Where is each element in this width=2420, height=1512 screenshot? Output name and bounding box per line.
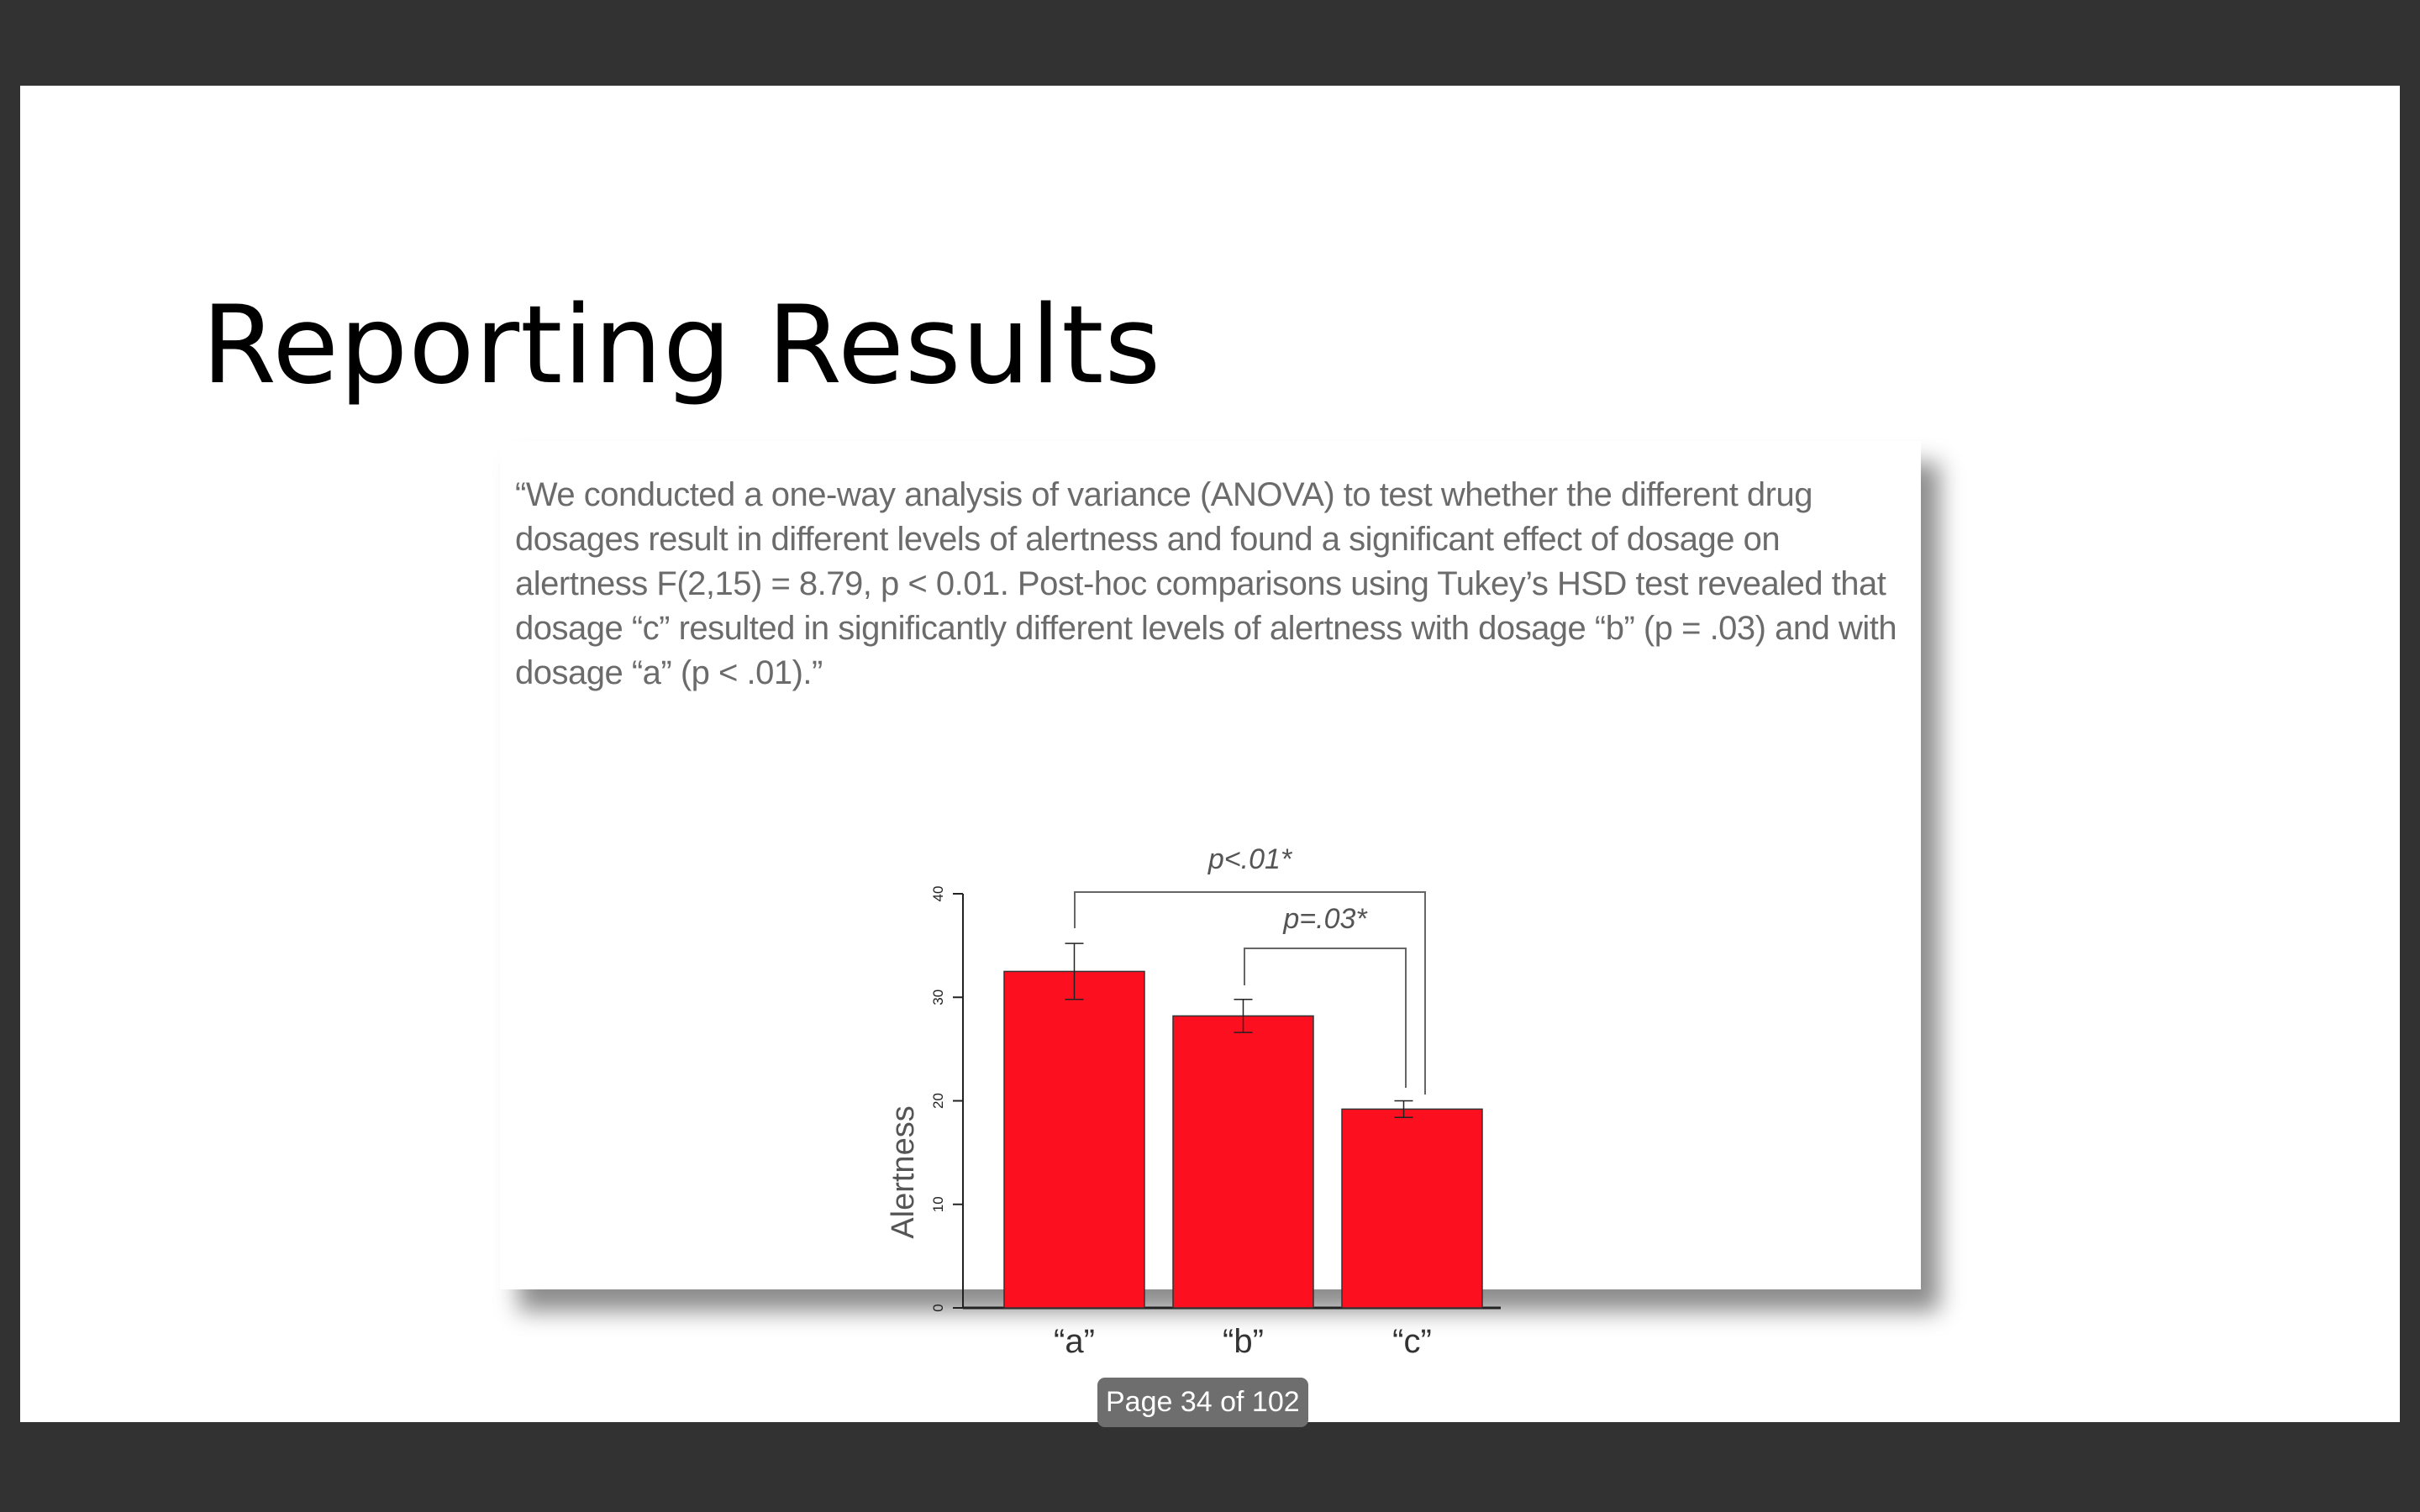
- x-tick-label: “a”: [1054, 1323, 1095, 1360]
- bar-chart: 0 10 20 30 40 “a” “b” “c” p<.01* p=.03* Alertne…: [886, 843, 1501, 1360]
- slide-page: Reporting Results “We conducted a one-wa…: [20, 86, 2400, 1422]
- significance-label: p=.03*: [1282, 903, 1368, 935]
- y-axis-label: Alertness: [886, 1105, 921, 1238]
- significance-bracket: [1074, 891, 1426, 1095]
- significance-label: p<.01*: [1207, 843, 1293, 875]
- y-tick-label: 20: [930, 1093, 946, 1109]
- y-tick-label: 10: [930, 1196, 946, 1212]
- y-tick-label: 0: [930, 1304, 946, 1311]
- bar: [1172, 1015, 1314, 1309]
- y-tick-label: 40: [930, 886, 946, 902]
- significance-bracket: [1244, 948, 1407, 1088]
- x-tick-label: “b”: [1223, 1323, 1264, 1360]
- anova-quote: “We conducted a one-way analysis of vari…: [515, 476, 1897, 691]
- y-tick-label: 30: [930, 990, 946, 1005]
- figure-card: “We conducted a one-way analysis of vari…: [500, 441, 1921, 1360]
- bar: [1341, 1108, 1483, 1309]
- slide-title: Reporting Results: [202, 283, 1162, 408]
- bar: [1003, 970, 1145, 1309]
- page-indicator: Page 34 of 102: [1097, 1378, 1308, 1427]
- x-tick-label: “c”: [1392, 1323, 1432, 1360]
